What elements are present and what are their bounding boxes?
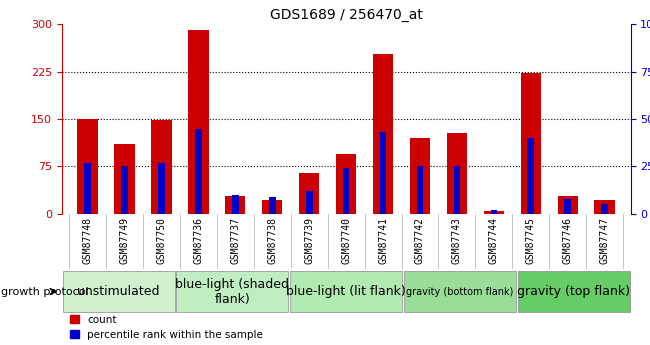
Bar — [564, 199, 571, 214]
Text: gravity (top flank): gravity (top flank) — [517, 285, 630, 298]
Text: GSM87749: GSM87749 — [120, 217, 129, 264]
Bar — [527, 138, 534, 214]
Bar — [521, 73, 541, 214]
Bar — [447, 133, 467, 214]
Text: GSM87737: GSM87737 — [230, 217, 240, 264]
Bar — [306, 191, 313, 214]
FancyBboxPatch shape — [290, 271, 402, 312]
Text: GSM87750: GSM87750 — [157, 217, 166, 264]
Bar — [558, 196, 578, 214]
FancyBboxPatch shape — [62, 271, 175, 312]
Text: blue-light (shaded
flank): blue-light (shaded flank) — [176, 277, 289, 306]
Bar — [232, 195, 239, 214]
Bar — [121, 167, 128, 214]
FancyBboxPatch shape — [517, 271, 630, 312]
Bar — [380, 132, 386, 214]
Bar — [158, 162, 165, 214]
Text: GSM87740: GSM87740 — [341, 217, 351, 264]
Bar — [454, 167, 460, 214]
Text: gravity (bottom flank): gravity (bottom flank) — [406, 287, 514, 296]
Text: GSM87743: GSM87743 — [452, 217, 462, 264]
Text: blue-light (lit flank): blue-light (lit flank) — [286, 285, 406, 298]
Bar — [195, 128, 202, 214]
Bar — [151, 120, 172, 214]
Bar — [299, 173, 319, 214]
Bar — [373, 54, 393, 214]
Bar — [336, 154, 356, 214]
Text: GSM87748: GSM87748 — [83, 217, 92, 264]
Bar — [595, 200, 615, 214]
FancyBboxPatch shape — [176, 271, 289, 312]
Text: GSM87736: GSM87736 — [194, 217, 203, 264]
Text: GSM87738: GSM87738 — [267, 217, 278, 264]
Title: GDS1689 / 256470_at: GDS1689 / 256470_at — [270, 8, 422, 22]
Bar — [188, 30, 209, 214]
Bar — [84, 162, 91, 214]
Bar — [114, 144, 135, 214]
Text: GSM87741: GSM87741 — [378, 217, 388, 264]
Text: GSM87744: GSM87744 — [489, 217, 499, 264]
Text: GSM87747: GSM87747 — [600, 217, 610, 264]
Bar — [262, 200, 282, 214]
Bar — [269, 197, 276, 214]
Text: GSM87742: GSM87742 — [415, 217, 425, 264]
Text: unstimulated: unstimulated — [77, 285, 160, 298]
Bar — [410, 138, 430, 214]
Bar — [417, 167, 423, 214]
Bar — [491, 210, 497, 214]
FancyBboxPatch shape — [404, 271, 516, 312]
Bar — [343, 168, 350, 214]
Text: growth protocol: growth protocol — [1, 287, 89, 296]
Text: GSM87745: GSM87745 — [526, 217, 536, 264]
Legend: count, percentile rank within the sample: count, percentile rank within the sample — [70, 315, 263, 340]
Text: GSM87746: GSM87746 — [563, 217, 573, 264]
Text: GSM87739: GSM87739 — [304, 217, 314, 264]
Bar — [77, 119, 98, 214]
Bar — [484, 211, 504, 214]
Bar — [601, 204, 608, 214]
Bar — [225, 196, 246, 214]
